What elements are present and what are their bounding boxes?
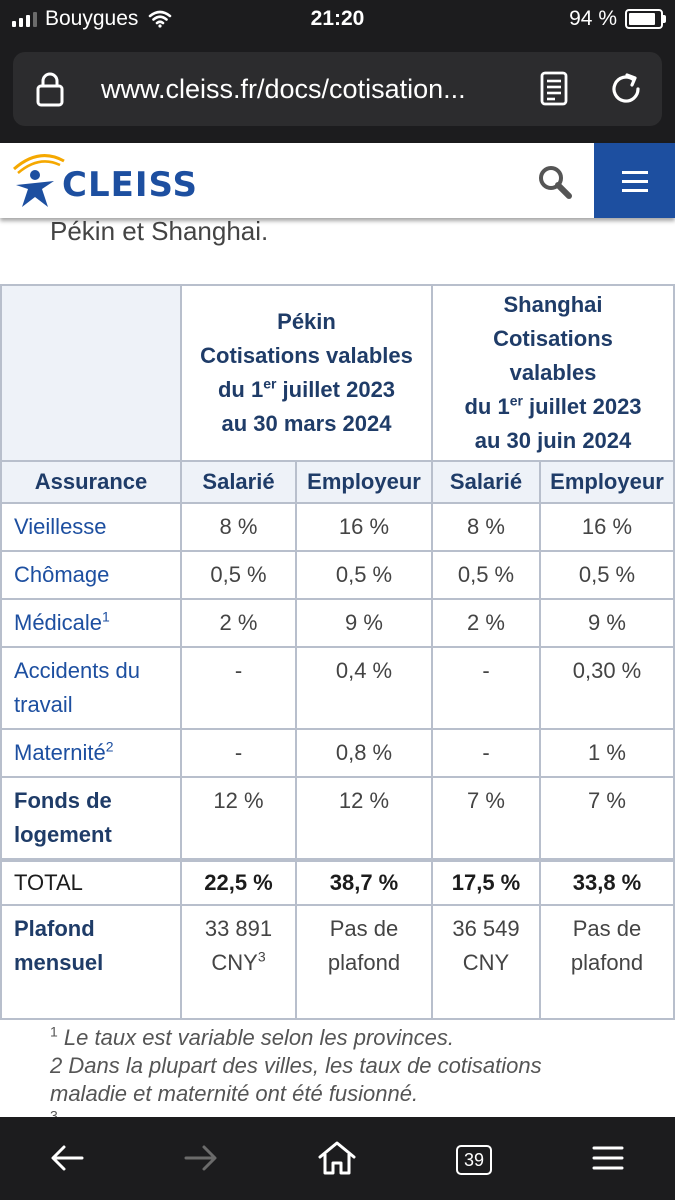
battery-percentage: 94 % — [569, 7, 617, 30]
intro-text: Pékin et Shanghai. — [50, 218, 269, 246]
table-header-row: Pékin Cotisations valables du 1er juille… — [0, 284, 675, 462]
browser-toolbar: www.cleiss.fr/docs/cotisation... — [0, 38, 675, 143]
forward-arrow-icon[interactable] — [182, 1139, 220, 1177]
table-cell: 0,5 % — [180, 550, 297, 600]
cellular-signal-icon — [12, 11, 37, 27]
table-cell: 7 % — [539, 776, 675, 861]
row-label: Fonds de logement — [0, 776, 182, 861]
table-cell: 0,4 % — [295, 646, 433, 730]
table-cell: - — [180, 728, 297, 778]
hamburger-menu-icon[interactable] — [592, 1139, 624, 1177]
plafond-row: Plafond mensuel 33 891 CNY3 Pas de plafond … — [0, 904, 675, 1020]
browser-bottom-toolbar: 39 — [0, 1117, 675, 1200]
table-cell: Pas de plafond — [295, 904, 433, 1020]
back-arrow-icon[interactable] — [48, 1139, 86, 1177]
table-cell: 38,7 % — [295, 858, 433, 906]
table-cell: 16 % — [295, 502, 433, 552]
footnote-3-partial: 3 — [50, 1107, 58, 1118]
table-row: Fonds de logement 12 % 12 % 7 % 7 % — [0, 776, 675, 861]
table-cell: 17,5 % — [431, 858, 541, 906]
status-bar: Bouygues 21:20 94 % — [0, 0, 675, 38]
reader-mode-icon[interactable] — [539, 70, 569, 108]
table-cell: - — [431, 646, 541, 730]
footnote-2-continued: maladie et maternité ont été fusionné. — [50, 1081, 419, 1106]
table-cell: 33,8 % — [539, 858, 675, 906]
table-cell: 0,8 % — [295, 728, 433, 778]
search-icon[interactable] — [536, 163, 574, 201]
table-cell: - — [180, 646, 297, 730]
table-row: Accidents du travail - 0,4 % - 0,30 % — [0, 646, 675, 730]
table-cell: 2 % — [431, 598, 541, 648]
table-row: Maternité2 - 0,8 % - 1 % — [0, 728, 675, 778]
address-bar[interactable]: www.cleiss.fr/docs/cotisation... — [13, 52, 662, 126]
table-cell: 9 % — [295, 598, 433, 648]
table-cell: 9 % — [539, 598, 675, 648]
table-cell: 7 % — [431, 776, 541, 861]
tabs-button[interactable]: 39 — [456, 1145, 492, 1175]
row-label-link[interactable]: Médicale1 — [0, 598, 182, 648]
table-row: Vieillesse 8 % 16 % 8 % 16 % — [0, 502, 675, 552]
footnote-2: 2 Dans la plupart des villes, les taux d… — [50, 1053, 542, 1078]
table-cell: 0,5 % — [295, 550, 433, 600]
table-cell: 8 % — [431, 502, 541, 552]
table-cell: 0,5 % — [431, 550, 541, 600]
clock: 21:20 — [310, 7, 365, 30]
row-label-link[interactable]: Vieillesse — [0, 502, 182, 552]
logo-text[interactable]: CLEISS — [62, 165, 198, 205]
contributions-table: Pékin Cotisations valables du 1er juille… — [0, 284, 675, 1020]
lock-icon — [36, 72, 64, 107]
shanghai-header: Shanghai Cotisations valables du 1er jui… — [431, 284, 675, 462]
row-label-link[interactable]: Accidents du travail — [0, 646, 182, 730]
table-subheader-row: Assurance Salarié Employeur Salarié Empl… — [0, 460, 675, 504]
battery-icon — [625, 9, 666, 29]
table-cell: 2 % — [180, 598, 297, 648]
table-cell: 0,5 % — [539, 550, 675, 600]
column-header-salarie: Salarié — [431, 460, 541, 504]
page-content: Pékin et Shanghai. Pékin Cotisations val… — [0, 218, 675, 1118]
total-label: TOTAL — [0, 858, 182, 906]
footnotes: 1 Le taux est variable selon les provinc… — [50, 1024, 650, 1118]
column-header-employeur: Employeur — [539, 460, 675, 504]
table-cell: 12 % — [180, 776, 297, 861]
carrier-name: Bouygues — [45, 7, 139, 30]
cleiss-logo-icon[interactable] — [12, 151, 66, 211]
table-cell: 22,5 % — [180, 858, 297, 906]
row-label-link[interactable]: Chômage — [0, 550, 182, 600]
total-row: TOTAL 22,5 % 38,7 % 17,5 % 33,8 % — [0, 858, 675, 906]
table-row: Chômage 0,5 % 0,5 % 0,5 % 0,5 % — [0, 550, 675, 600]
row-label: Plafond mensuel — [0, 904, 182, 1020]
reload-icon[interactable] — [607, 70, 645, 108]
column-header-assurance: Assurance — [0, 460, 182, 504]
table-cell: 33 891 CNY3 — [180, 904, 297, 1020]
row-label-link[interactable]: Maternité2 — [0, 728, 182, 778]
corner-cell — [0, 284, 182, 462]
table-row: Médicale1 2 % 9 % 2 % 9 % — [0, 598, 675, 648]
footnote-1: 1 Le taux est variable selon les provinc… — [50, 1023, 455, 1050]
table-cell: Pas de plafond — [539, 904, 675, 1020]
menu-button[interactable] — [594, 143, 675, 218]
table-cell: 12 % — [295, 776, 433, 861]
table-cell: 36 549 CNY — [431, 904, 541, 1020]
table-cell: 1 % — [539, 728, 675, 778]
table-cell: 16 % — [539, 502, 675, 552]
site-header: CLEISS — [0, 143, 675, 218]
home-icon[interactable] — [317, 1139, 357, 1177]
table-cell: - — [431, 728, 541, 778]
table-cell: 0,30 % — [539, 646, 675, 730]
wifi-icon — [149, 10, 172, 28]
url-text[interactable]: www.cleiss.fr/docs/cotisation... — [101, 74, 466, 104]
beijing-header: Pékin Cotisations valables du 1er juille… — [180, 284, 433, 462]
column-header-employeur: Employeur — [295, 460, 433, 504]
column-header-salarie: Salarié — [180, 460, 297, 504]
table-cell: 8 % — [180, 502, 297, 552]
